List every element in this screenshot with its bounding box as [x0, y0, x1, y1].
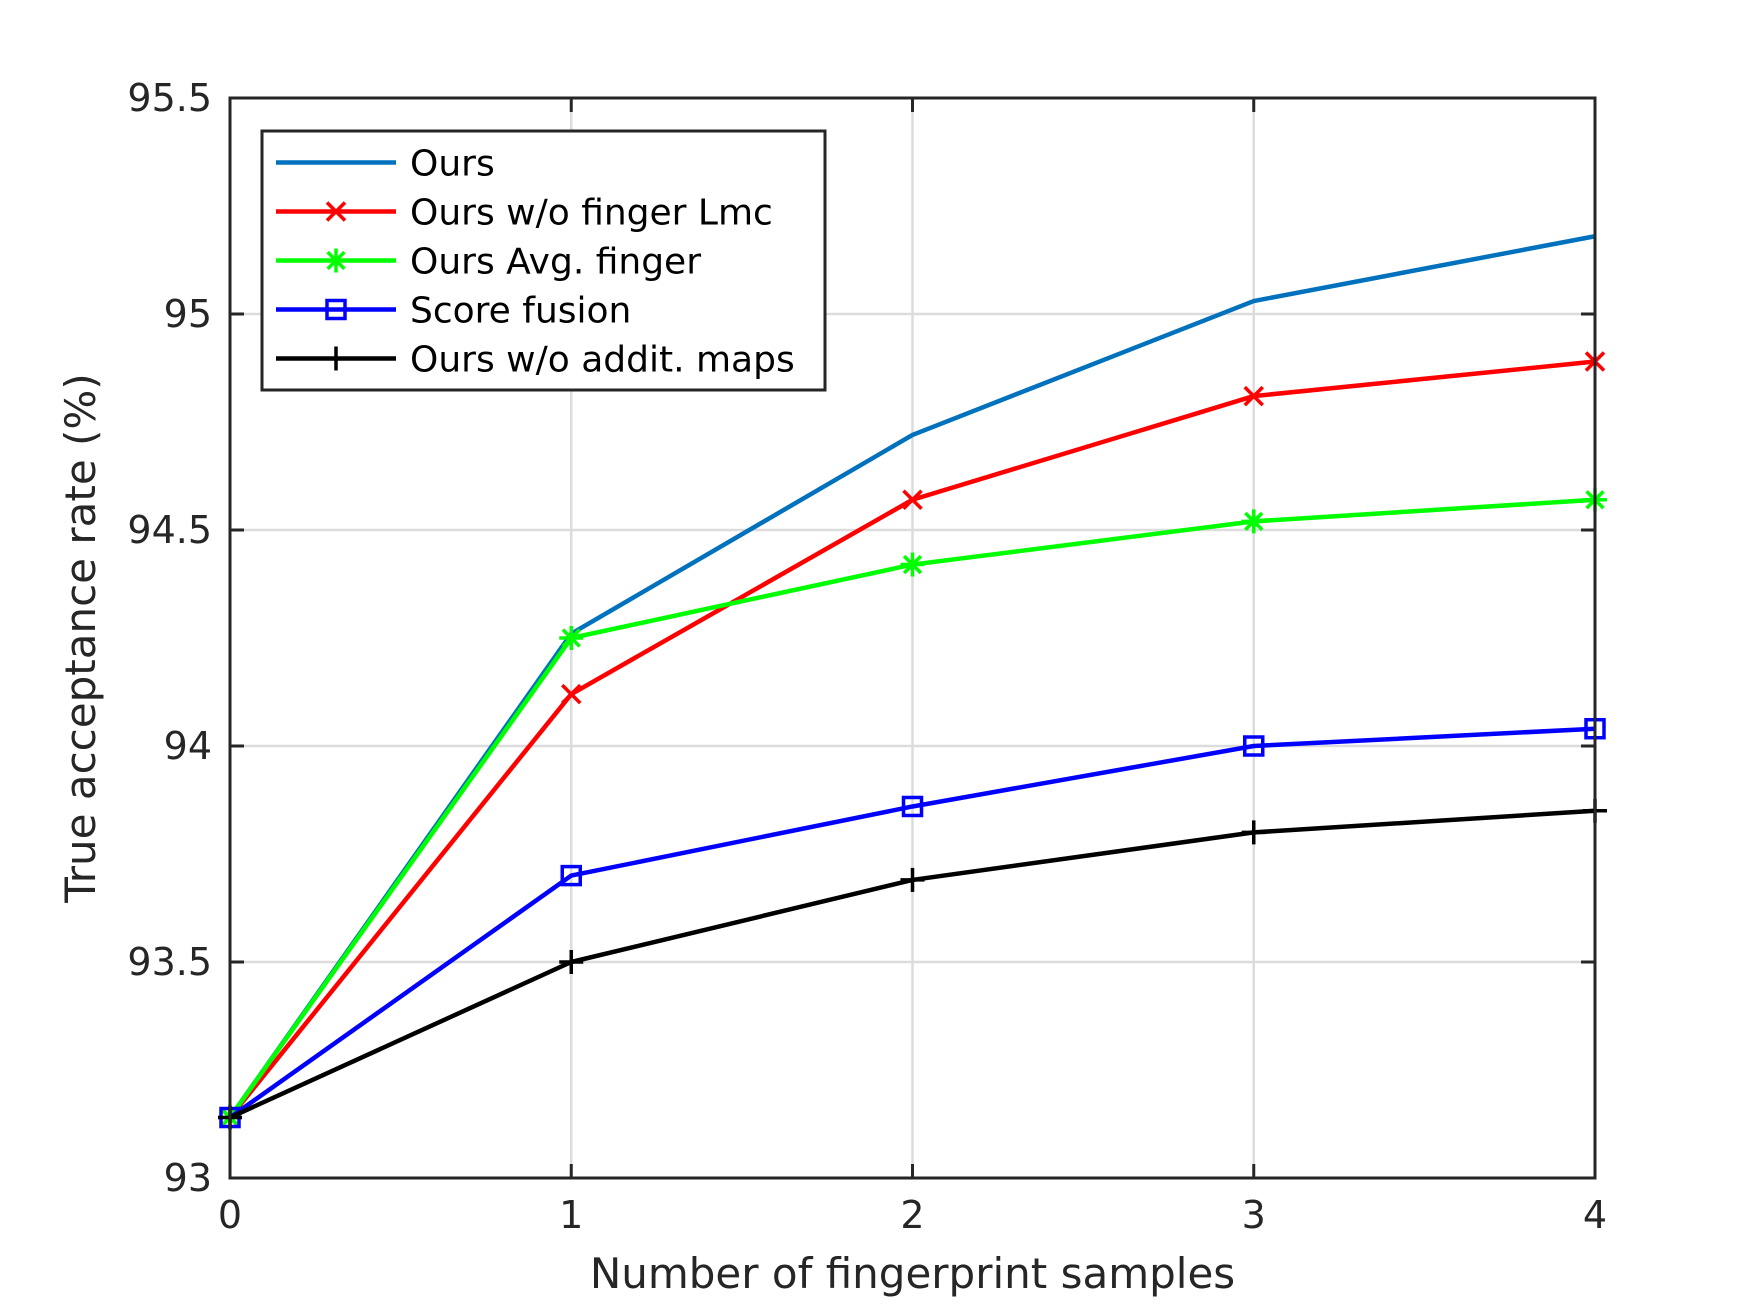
data-point-3-1 [560, 864, 582, 887]
legend-item: Ours Avg. finger [276, 242, 701, 283]
axis-ticks: 0 1 2 3 4 93 93.5 94 94.5 95 95.5 [127, 76, 1607, 1237]
legend-label: Ours Avg. finger [410, 242, 701, 283]
legend-label: Ours [410, 144, 495, 185]
series-lines [218, 234, 1607, 1130]
x-tick-label: 2 [900, 1193, 924, 1237]
x-axis-label: Number of fingerprint samples [590, 1249, 1235, 1298]
data-point-2-1 [559, 626, 584, 650]
data-point-2-3 [1241, 509, 1266, 534]
data-point-1-2 [902, 489, 923, 510]
legend-item: Ours w/o addit. maps [276, 340, 795, 381]
y-tick-label: 94.5 [127, 508, 212, 552]
legend-marker [325, 298, 347, 321]
legend-label: Ours w/o addit. maps [410, 340, 795, 381]
data-point-3-2 [901, 795, 924, 818]
data-point-3-3 [1243, 735, 1265, 757]
legend: Ours Ours w/o finger Lmc Ours Avg. finger S… [260, 129, 827, 392]
x-tick-label: 3 [1242, 1193, 1266, 1237]
y-tick-label: 95.5 [127, 76, 212, 120]
data-point-1-1 [561, 683, 582, 705]
data-point-1-3 [1243, 385, 1264, 407]
legend-label: Score fusion [410, 291, 631, 332]
y-tick-label: 93.5 [127, 940, 212, 984]
legend-marker [324, 346, 348, 371]
x-tick-label: 4 [1583, 1193, 1607, 1237]
legend-marker [324, 248, 348, 273]
legend-item: Score fusion [276, 291, 631, 332]
legend-label: Ours w/o finger Lmc [410, 193, 773, 234]
legend-item: Ours w/o finger Lmc [276, 193, 773, 234]
x-tick-label: 0 [218, 1193, 242, 1237]
legend-marker [325, 201, 347, 222]
legend-item: Ours [276, 144, 495, 185]
x-tick-label: 1 [559, 1193, 583, 1237]
y-tick-label: 95 [164, 292, 212, 336]
y-tick-label: 94 [164, 724, 212, 768]
data-point-4-3 [1241, 820, 1266, 845]
y-tick-label: 93 [164, 1156, 212, 1200]
series-line-3 [228, 726, 1596, 1120]
data-point-4-1 [559, 950, 584, 974]
y-axis-label: True acceptance rate (%) [56, 373, 105, 903]
data-point-4-2 [900, 867, 925, 892]
data-point-2-2 [900, 552, 925, 577]
